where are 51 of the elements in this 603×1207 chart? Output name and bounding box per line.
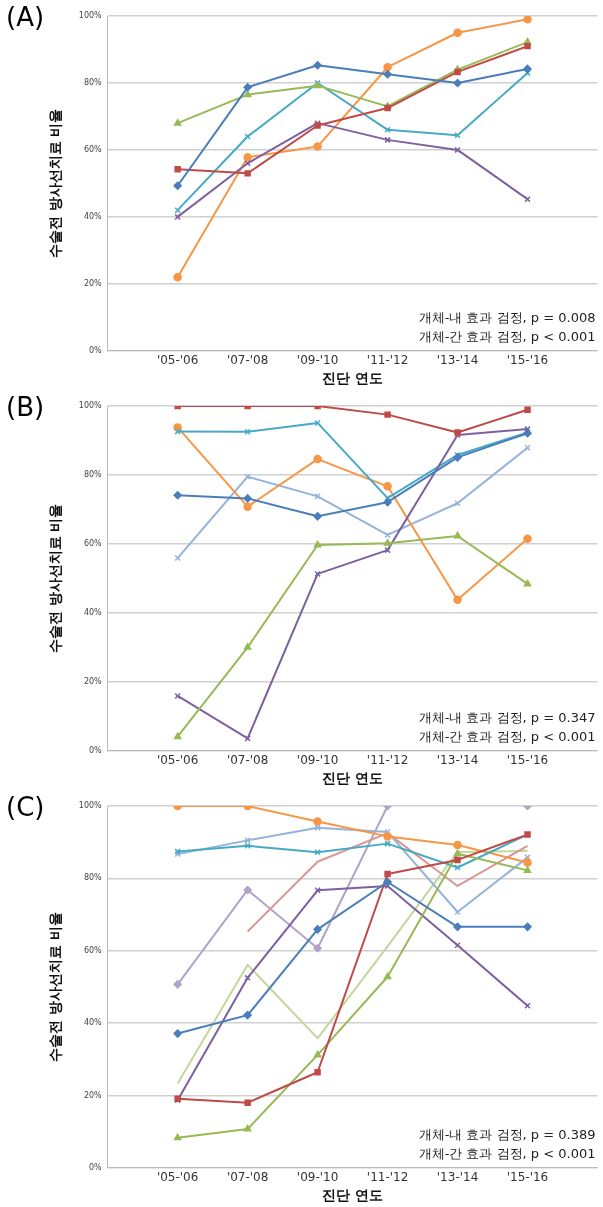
chart-title: (B) xyxy=(6,391,45,422)
y-tick-label: 20% xyxy=(83,1090,103,1100)
y-tick-label: 100% xyxy=(78,11,103,21)
y-tick-label: 100% xyxy=(78,401,103,411)
y-axis-title: 수술전 방사선치료 비율 xyxy=(47,108,64,259)
x-axis-title: 진단 연도 xyxy=(322,770,384,787)
annotation: 개체-간 효과 검정, p < 0.001 xyxy=(418,328,596,344)
x-tick-label: '05-'06 xyxy=(156,753,199,768)
y-tick-label: 0% xyxy=(88,745,103,755)
x-tick-label: '15-'16 xyxy=(506,753,549,768)
y-tick-label: 20% xyxy=(83,278,103,288)
annotation: 개체-내 효과 검정, p = 0.389 xyxy=(418,1126,596,1142)
annotation: 개체-내 효과 검정, p = 0.347 xyxy=(418,709,596,725)
x-tick-label: '07-'08 xyxy=(226,1170,269,1185)
y-tick-label: 80% xyxy=(83,470,103,480)
annotation: 개체-내 효과 검정, p = 0.008 xyxy=(418,309,596,325)
y-tick-label: 40% xyxy=(83,607,103,617)
y-axis-title: 수술전 방사선치료 비율 xyxy=(47,912,64,1062)
x-tick-label: '11-'12 xyxy=(366,753,409,768)
y-tick-label: 40% xyxy=(83,211,103,221)
x-tick-label: '05-'06 xyxy=(156,353,199,368)
x-axis-title: 진단 연도 xyxy=(322,1187,384,1204)
x-tick-label: '13-'14 xyxy=(436,1170,479,1185)
x-tick-label: '07-'08 xyxy=(226,353,269,368)
x-tick-label: '13-'14 xyxy=(436,753,479,768)
y-tick-label: 80% xyxy=(83,873,103,883)
y-tick-label: 80% xyxy=(83,78,103,88)
y-tick-label: 60% xyxy=(83,145,103,154)
y-axis-title: 수술전 방사선치료 비율 xyxy=(47,503,64,654)
annotation: 개체-간 효과 검정, p < 0.001 xyxy=(418,1145,596,1161)
chart-title: (A) xyxy=(6,1,45,32)
x-axis-title: 진단 연도 xyxy=(322,370,384,387)
y-tick-label: 60% xyxy=(83,945,103,955)
x-tick-label: '15-'16 xyxy=(506,1170,549,1185)
y-tick-label: 40% xyxy=(83,1018,103,1028)
x-tick-label: '13-'14 xyxy=(436,353,479,368)
x-tick-label: '07-'08 xyxy=(226,753,269,768)
y-tick-label: 60% xyxy=(83,539,103,548)
x-tick-label: '11-'12 xyxy=(366,353,409,368)
y-tick-label: 100% xyxy=(78,801,103,811)
annotation: 개체-간 효과 검정, p < 0.001 xyxy=(418,728,596,744)
x-tick-label: '11-'12 xyxy=(366,1170,409,1185)
y-tick-label: 0% xyxy=(88,1162,103,1172)
y-tick-label: 0% xyxy=(88,345,103,355)
x-tick-label: '09-'10 xyxy=(296,353,339,368)
x-tick-label: '15-'16 xyxy=(506,353,549,368)
x-tick-label: '05-'06 xyxy=(156,1170,199,1185)
x-tick-label: '09-'10 xyxy=(296,1170,339,1185)
chart-title: (C) xyxy=(6,791,45,822)
y-tick-label: 20% xyxy=(83,676,103,686)
x-tick-label: '09-'10 xyxy=(296,753,339,768)
